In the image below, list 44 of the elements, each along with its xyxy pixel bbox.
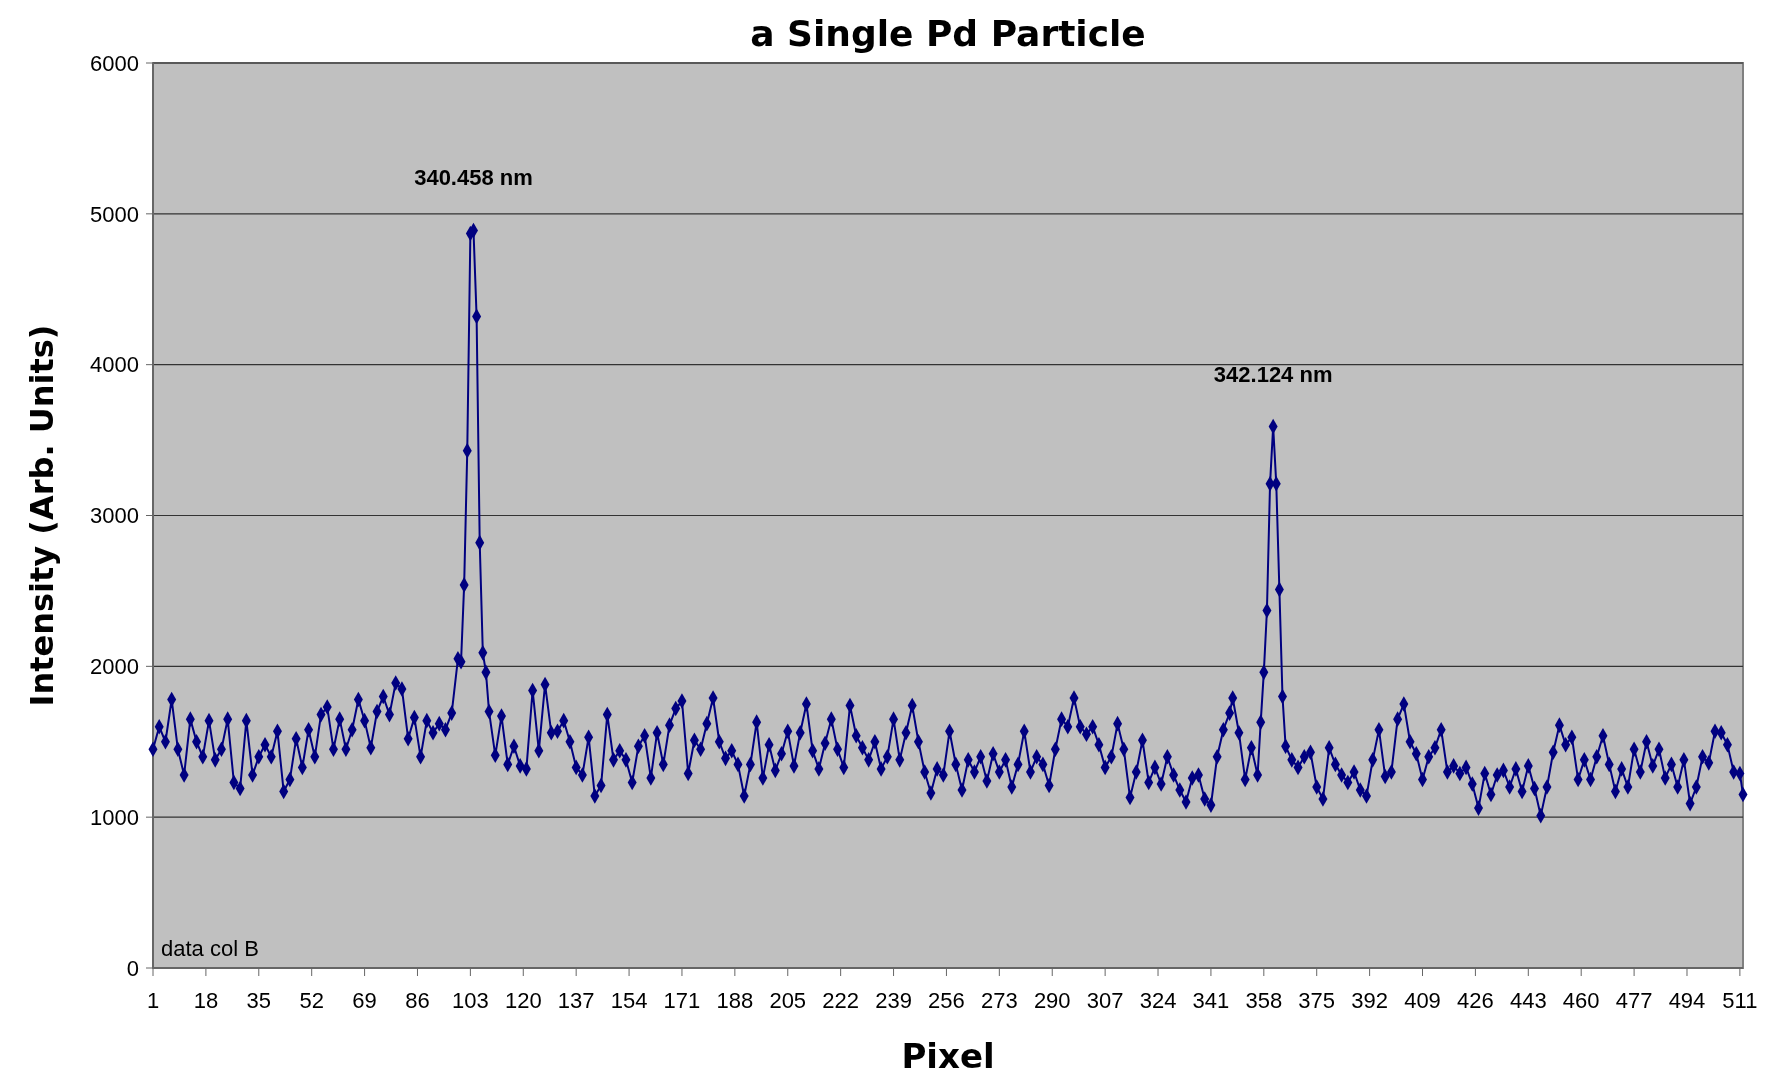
y-tick-label: 1000	[90, 804, 139, 830]
chart-title: a Single Pd Particle	[750, 13, 1146, 54]
x-tick-label: 443	[1509, 988, 1547, 1013]
x-tick-label: 341	[1192, 988, 1230, 1013]
y-axis-title: Intensity (Arb. Units)	[23, 324, 61, 707]
x-tick-label: 239	[875, 988, 912, 1013]
x-tick-label: 18	[193, 988, 219, 1013]
x-tick-label: 171	[663, 988, 701, 1013]
y-tick-label: 6000	[90, 50, 139, 76]
x-axis-title: Pixel	[901, 1036, 995, 1076]
x-tick-label: 86	[405, 988, 430, 1013]
x-tick-label: 426	[1457, 988, 1494, 1013]
x-tick-label: 222	[822, 988, 860, 1013]
x-tick-label: 205	[769, 988, 807, 1013]
y-tick-label: 4000	[90, 352, 139, 378]
x-tick-label: 35	[246, 988, 272, 1013]
x-tick-label: 273	[980, 988, 1018, 1013]
x-tick-label: 154	[610, 988, 648, 1013]
annotation: data col B	[161, 936, 259, 961]
y-tick-label: 0	[126, 955, 139, 981]
y-tick-label: 5000	[90, 201, 139, 227]
x-tick-label: 494	[1668, 988, 1706, 1013]
x-tick-label: 477	[1615, 988, 1653, 1013]
x-tick-label: 188	[716, 988, 754, 1013]
x-tick-label: 103	[452, 988, 489, 1013]
x-tick-label: 460	[1562, 988, 1600, 1013]
x-tick-label: 256	[928, 988, 965, 1013]
y-tick-label: 3000	[90, 503, 139, 529]
y-tick-label: 2000	[90, 654, 139, 680]
x-tick-label: 375	[1298, 988, 1336, 1013]
x-tick-label: 120	[504, 988, 542, 1013]
x-tick-label: 290	[1033, 988, 1071, 1013]
x-tick-label: 1	[146, 988, 160, 1013]
annotation: 340.458 nm	[414, 165, 533, 191]
annotation: 342.124 nm	[1213, 361, 1333, 387]
x-tick-label: 69	[352, 988, 377, 1013]
x-tick-label: 358	[1245, 988, 1283, 1013]
x-tick-label: 307	[1086, 988, 1124, 1013]
x-tick-label: 324	[1139, 988, 1177, 1013]
x-tick-label: 392	[1351, 988, 1388, 1013]
x-tick-label: 137	[557, 988, 595, 1013]
x-tick-label: 409	[1404, 988, 1441, 1013]
x-tick-label: 511	[1722, 988, 1758, 1013]
x-tick-label: 52	[299, 988, 324, 1013]
